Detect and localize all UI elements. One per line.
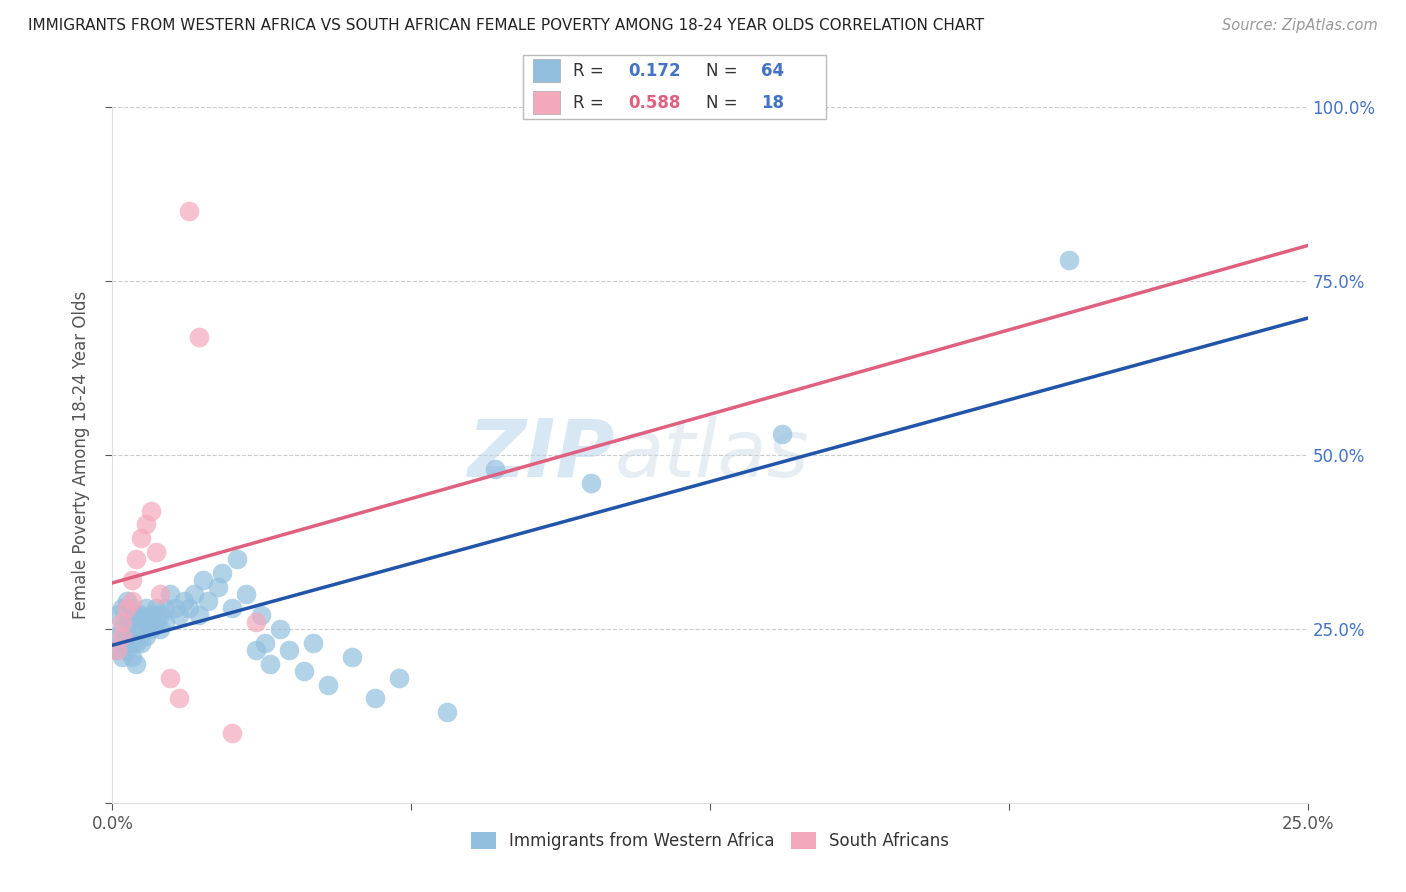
Text: N =: N = [706, 62, 742, 79]
Point [259, 657, 281, 671]
Point [139, 607, 162, 622]
Y-axis label: Female Poverty Among 18-24 Year Olds: Female Poverty Among 18-24 Year Olds [72, 291, 90, 619]
Point [388, 671, 411, 685]
Point [111, 615, 134, 629]
Point [187, 329, 209, 343]
Point [121, 573, 143, 587]
Bar [533, 59, 561, 82]
Point [340, 649, 363, 664]
Point [145, 601, 167, 615]
Text: N =: N = [706, 94, 742, 112]
Point [159, 587, 181, 601]
Point [207, 580, 229, 594]
Legend: Immigrants from Western Africa, South Africans: Immigrants from Western Africa, South Af… [464, 826, 956, 857]
Point [278, 642, 301, 657]
Point [245, 615, 267, 629]
Point [249, 607, 271, 622]
Point [125, 607, 148, 622]
Point [125, 552, 148, 566]
Text: atlas: atlas [614, 416, 810, 494]
Point [235, 587, 257, 601]
Point [105, 642, 128, 657]
Point [135, 629, 157, 643]
Text: ZIP: ZIP [467, 416, 614, 494]
Point [245, 642, 267, 657]
Point [145, 615, 167, 629]
Text: Source: ZipAtlas.com: Source: ZipAtlas.com [1222, 18, 1378, 33]
Point [111, 601, 134, 615]
Text: 0.172: 0.172 [628, 62, 681, 79]
Bar [533, 91, 561, 114]
Text: IMMIGRANTS FROM WESTERN AFRICA VS SOUTH AFRICAN FEMALE POVERTY AMONG 18-24 YEAR : IMMIGRANTS FROM WESTERN AFRICA VS SOUTH … [28, 18, 984, 33]
Point [579, 475, 602, 490]
Point [211, 566, 233, 581]
Point [121, 615, 143, 629]
Point [221, 726, 243, 740]
Point [221, 601, 243, 615]
Text: R =: R = [572, 62, 609, 79]
Point [436, 706, 458, 720]
Point [169, 607, 191, 622]
Point [254, 636, 277, 650]
Point [269, 622, 291, 636]
Point [292, 664, 315, 678]
Point [129, 622, 152, 636]
Point [183, 587, 205, 601]
Point [121, 636, 143, 650]
Point [121, 594, 143, 608]
Point [364, 691, 387, 706]
Point [135, 517, 157, 532]
Point [169, 691, 191, 706]
Point [129, 636, 152, 650]
Point [187, 607, 209, 622]
Point [115, 629, 138, 643]
Point [111, 636, 134, 650]
Point [105, 642, 128, 657]
Point [149, 622, 172, 636]
Point [121, 601, 143, 615]
Point [145, 545, 167, 559]
Point [105, 607, 128, 622]
Point [115, 615, 138, 629]
Point [163, 601, 186, 615]
Point [105, 629, 128, 643]
FancyBboxPatch shape [523, 55, 827, 119]
Point [125, 636, 148, 650]
Point [316, 677, 339, 691]
Point [111, 629, 134, 643]
Point [115, 594, 138, 608]
Point [197, 594, 219, 608]
Point [484, 462, 506, 476]
Point [125, 622, 148, 636]
Point [225, 552, 247, 566]
Point [177, 601, 200, 615]
Point [153, 601, 176, 615]
Point [115, 601, 138, 615]
Point [135, 601, 157, 615]
Point [111, 649, 134, 664]
Point [115, 642, 138, 657]
Text: 64: 64 [762, 62, 785, 79]
Text: 0.588: 0.588 [628, 94, 681, 112]
Point [149, 587, 172, 601]
Text: R =: R = [572, 94, 609, 112]
Point [193, 573, 215, 587]
Point [159, 671, 181, 685]
Point [153, 615, 176, 629]
Text: 18: 18 [762, 94, 785, 112]
Point [149, 607, 172, 622]
Point [1057, 253, 1080, 268]
Point [129, 607, 152, 622]
Point [125, 657, 148, 671]
Point [173, 594, 195, 608]
Point [770, 427, 793, 442]
Point [177, 204, 200, 219]
Point [135, 615, 157, 629]
Point [139, 622, 162, 636]
Point [111, 622, 134, 636]
Point [121, 649, 143, 664]
Point [139, 503, 162, 517]
Point [129, 532, 152, 546]
Point [302, 636, 325, 650]
